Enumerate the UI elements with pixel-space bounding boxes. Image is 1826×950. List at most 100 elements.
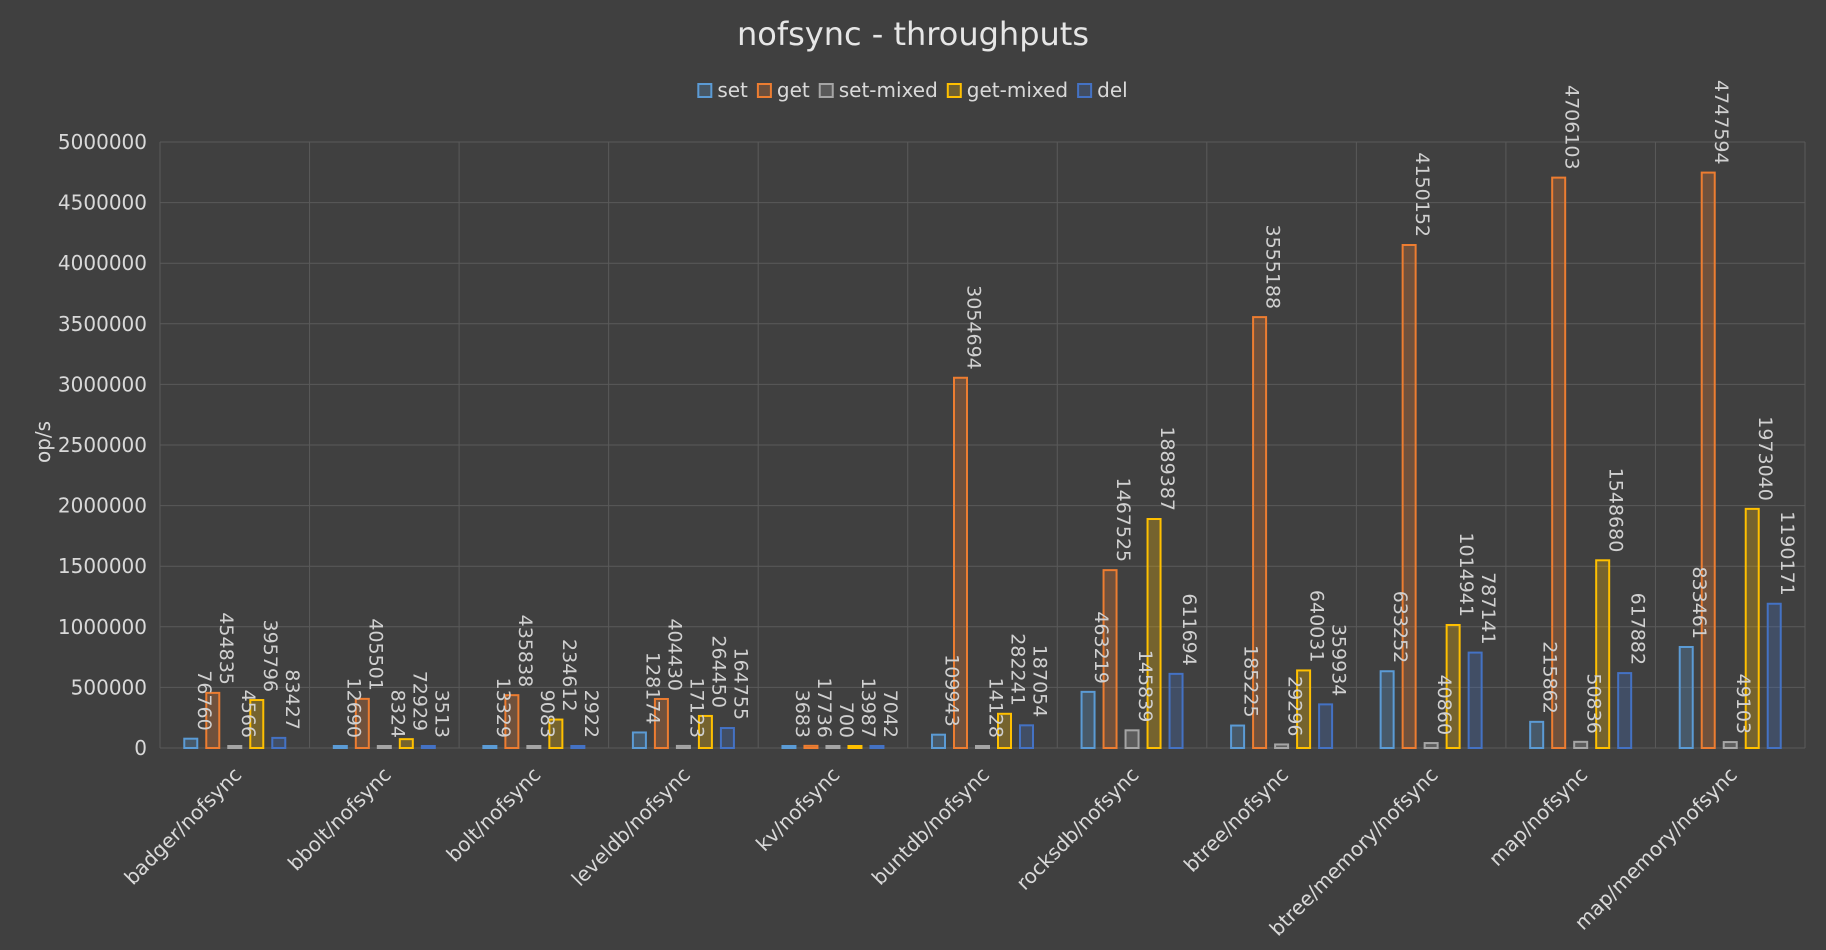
legend-item-get: get (756, 78, 810, 102)
bar-badger-nofsync-del (271, 736, 287, 750)
bar-leveldb-nofsync-get-mixed (697, 714, 713, 750)
y-tick-label: 1500000 (58, 554, 147, 578)
data-label: 234612 (558, 639, 580, 712)
bar-badger-nofsync-get (205, 691, 221, 750)
bar-buntdb-nofsync-get (953, 376, 968, 749)
x-tick-label: bolt/nofsync (441, 763, 545, 867)
legend-label: set (717, 78, 748, 102)
bar-kv-nofsync-get (803, 744, 819, 750)
data-label: 1467525 (1112, 478, 1134, 563)
bar-bbolt-nofsync-del (420, 745, 436, 749)
data-label: 76760 (193, 670, 215, 730)
bar-btree-memory-nofsync-get (1401, 244, 1417, 749)
x-tick-label: badger/nofsync (119, 763, 246, 890)
data-label: 404430 (663, 618, 685, 691)
bar-bolt-nofsync-set-mixed (526, 745, 542, 749)
data-label: 435838 (514, 615, 536, 688)
legend-item-set-mixed: set-mixed (818, 78, 938, 102)
y-axis-label: op/s (31, 421, 55, 463)
data-label: 12690 (342, 678, 364, 738)
data-label: 611694 (1178, 593, 1200, 666)
data-label: 17736 (813, 677, 835, 737)
x-tick-label: btree/nofsync (1179, 763, 1293, 877)
legend-item-del: del (1077, 78, 1128, 102)
bar-bbolt-nofsync-get-mixed (398, 738, 414, 750)
data-label: 833461 (1688, 566, 1710, 639)
bar-bolt-nofsync-get (504, 694, 520, 750)
bar-buntdb-nofsync-get-mixed (997, 712, 1012, 750)
bar-rocksdb-nofsync-del (1168, 672, 1184, 749)
data-label: 4566 (237, 690, 259, 738)
data-label: 1889387 (1156, 426, 1178, 511)
data-label: 359934 (1328, 624, 1350, 697)
data-label: 83427 (281, 669, 303, 729)
x-tick-label: bbolt/nofsync (283, 763, 396, 876)
bar-map-nofsync-get-mixed (1595, 559, 1611, 749)
data-label: 1973040 (1754, 416, 1776, 501)
y-tick-label: 500000 (71, 675, 147, 699)
data-label: 787141 (1477, 572, 1499, 645)
x-tick-label: btree/memory/nofsync (1265, 763, 1443, 941)
data-label: 72929 (408, 671, 430, 731)
data-label: 164755 (729, 648, 751, 721)
data-label: 4150152 (1411, 152, 1433, 237)
bar-buntdb-nofsync-del (1019, 724, 1034, 749)
bar-map-memory-nofsync-get-mixed (1744, 507, 1760, 749)
legend-swatch (818, 83, 834, 98)
bar-map-memory-nofsync-set (1678, 645, 1694, 749)
y-tick-label: 3500000 (58, 312, 147, 336)
data-label: 3555188 (1262, 224, 1284, 309)
data-label: 633252 (1389, 591, 1411, 664)
bar-buntdb-nofsync-set (931, 733, 946, 750)
legend-item-get-mixed: get-mixed (946, 78, 1068, 102)
bar-bbolt-nofsync-get (354, 697, 370, 749)
data-label: 617882 (1627, 593, 1649, 666)
data-label: 405501 (364, 618, 386, 691)
bar-badger-nofsync-get-mixed (249, 699, 265, 750)
bar-btree-memory-nofsync-set (1379, 670, 1395, 750)
data-label: 17123 (685, 677, 707, 737)
x-tick-label: buntdb/nofsync (867, 763, 994, 890)
data-label: 2922 (580, 690, 602, 738)
data-label: 145839 (1134, 650, 1156, 723)
x-tick-label: rocksdb/nofsync (1011, 763, 1143, 895)
x-tick-label: map/nofsync (1484, 763, 1592, 871)
data-label: 3054694 (963, 285, 985, 370)
bar-bolt-nofsync-set (482, 745, 498, 749)
chart-grid (159, 141, 1806, 749)
bar-leveldb-nofsync-set (631, 731, 647, 750)
data-label: 454835 (215, 612, 237, 685)
bar-map-memory-nofsync-get (1700, 171, 1716, 749)
bar-leveldb-nofsync-del (719, 727, 735, 749)
legend-swatch (946, 83, 962, 98)
data-label: 9083 (536, 690, 558, 738)
y-tick-label: 2000000 (58, 494, 147, 518)
data-label: 13329 (492, 678, 514, 738)
bar-btree-memory-nofsync-get-mixed (1445, 623, 1461, 749)
y-tick-label: 2500000 (58, 433, 147, 457)
bar-kv-nofsync-del (869, 745, 885, 749)
data-label: 264450 (707, 635, 729, 708)
data-label: 1190171 (1776, 511, 1798, 596)
bar-map-memory-nofsync-set-mixed (1722, 741, 1738, 749)
data-label: 395796 (259, 619, 281, 692)
bar-rocksdb-nofsync-get (1102, 569, 1118, 750)
chart-title: nofsync - throughputs (737, 15, 1089, 53)
data-label: 128174 (641, 652, 663, 725)
bar-kv-nofsync-set-mixed (825, 745, 841, 749)
bar-btree-nofsync-set (1230, 724, 1246, 749)
chart-bars (183, 171, 1782, 750)
bar-kv-nofsync-set (781, 745, 797, 749)
legend-label: get-mixed (967, 78, 1068, 102)
data-label: 640031 (1306, 590, 1328, 663)
y-tick-label: 5000000 (58, 130, 147, 154)
legend-label: get (777, 78, 810, 102)
bar-rocksdb-nofsync-get-mixed (1146, 518, 1162, 749)
y-tick-label: 3000000 (58, 372, 147, 396)
data-label: 1014941 (1455, 532, 1477, 617)
bar-btree-nofsync-del (1318, 703, 1334, 749)
y-tick-label: 4000000 (58, 251, 147, 275)
data-label: 700 (835, 702, 857, 738)
data-label: 109943 (941, 654, 963, 727)
